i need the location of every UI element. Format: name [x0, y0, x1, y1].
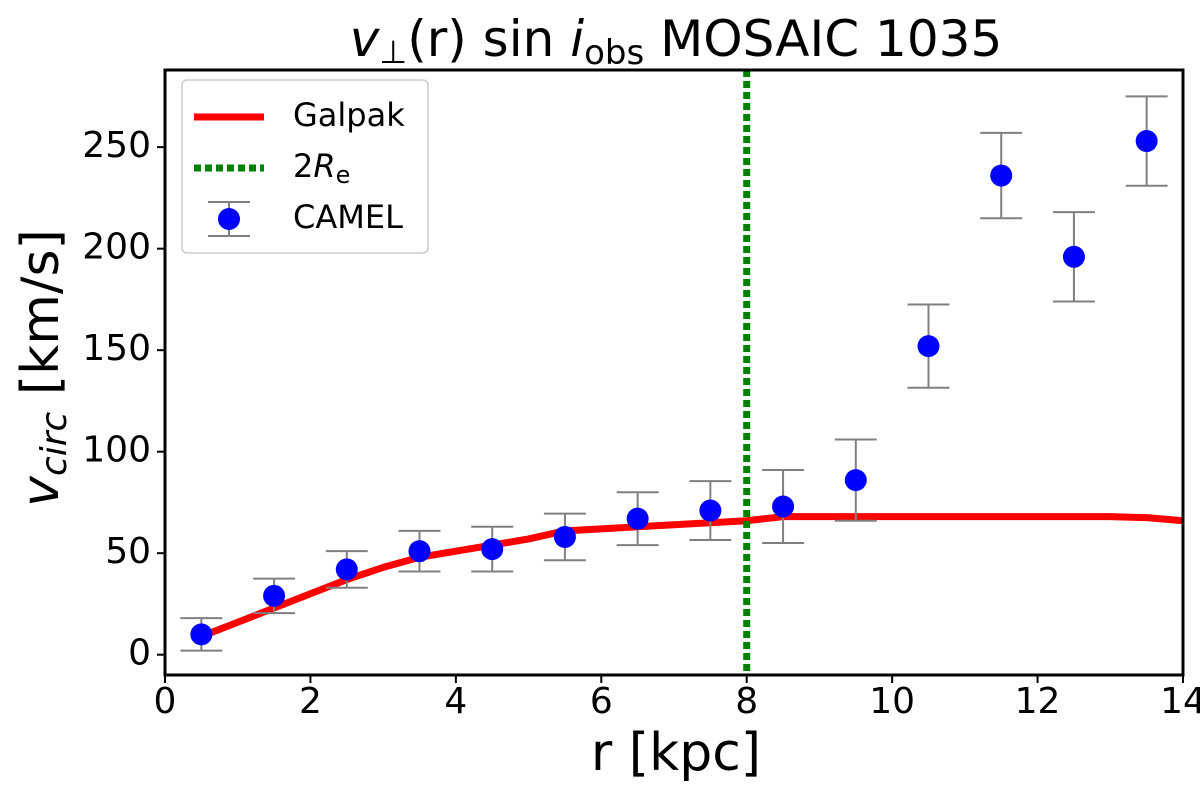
- legend-label-part: R: [313, 147, 335, 185]
- legend-box: [181, 79, 429, 254]
- x-tick-label: 2: [299, 681, 322, 722]
- axes-frame: [163, 68, 1185, 677]
- title-part: MOSAIC 1035: [644, 10, 1002, 68]
- data-point: [844, 469, 867, 492]
- title-part: i: [570, 10, 584, 68]
- data-point: [626, 507, 649, 530]
- x-tick-label: 4: [444, 681, 467, 722]
- data-point: [772, 495, 795, 518]
- y-tick-label: 100: [82, 430, 151, 471]
- data-point: [408, 540, 431, 563]
- data-point: [263, 584, 286, 607]
- x-tick-label: 6: [590, 681, 613, 722]
- data-point: [1135, 130, 1158, 153]
- legend: Galpak 2Re CAMEL: [181, 79, 429, 254]
- data-point: [917, 335, 940, 358]
- title-part: ⊥: [379, 33, 407, 71]
- data-point: [553, 525, 576, 548]
- data-point: [990, 164, 1013, 187]
- x-axis-label: r [kpc]: [591, 723, 761, 783]
- y-tick-label: 250: [82, 125, 151, 166]
- legend-label-part: 2: [293, 147, 313, 185]
- ylabel-part: circ: [34, 411, 75, 476]
- x-tick-label: 10: [869, 681, 915, 722]
- data-line: [200, 513, 1183, 640]
- y-tick-label: 200: [82, 227, 151, 268]
- x-tick-label: 12: [1015, 681, 1061, 722]
- y-tick-label: 0: [128, 633, 151, 674]
- title-part: v: [350, 10, 381, 68]
- legend-label: 2Re: [293, 147, 350, 189]
- data-point: [699, 499, 722, 522]
- x-tick-label: 8: [735, 681, 758, 722]
- y-axis-label: vcirc [km/s]: [11, 229, 75, 507]
- ylabel-part: [km/s]: [11, 229, 71, 411]
- data-point: [335, 558, 358, 581]
- title-part: obs: [584, 33, 644, 73]
- y-tick-label: 50: [105, 531, 151, 572]
- legend-label: CAMEL: [293, 198, 403, 236]
- ylabel-part: v: [11, 475, 71, 507]
- data-point: [481, 538, 504, 561]
- x-tick-label: 14: [1160, 681, 1200, 722]
- title-part: (r) sin: [407, 10, 570, 68]
- y-tick-label: 150: [82, 328, 151, 369]
- legend-marker: [218, 208, 240, 230]
- legend-label: Galpak: [293, 96, 405, 134]
- x-tick-label: 0: [154, 681, 177, 722]
- chart-title: v⊥(r) sin iobs MOSAIC 1035: [350, 10, 1003, 73]
- data-point: [190, 623, 213, 646]
- legend-label-part: e: [336, 161, 351, 189]
- series-layer: [180, 70, 1183, 675]
- data-point: [1062, 245, 1085, 268]
